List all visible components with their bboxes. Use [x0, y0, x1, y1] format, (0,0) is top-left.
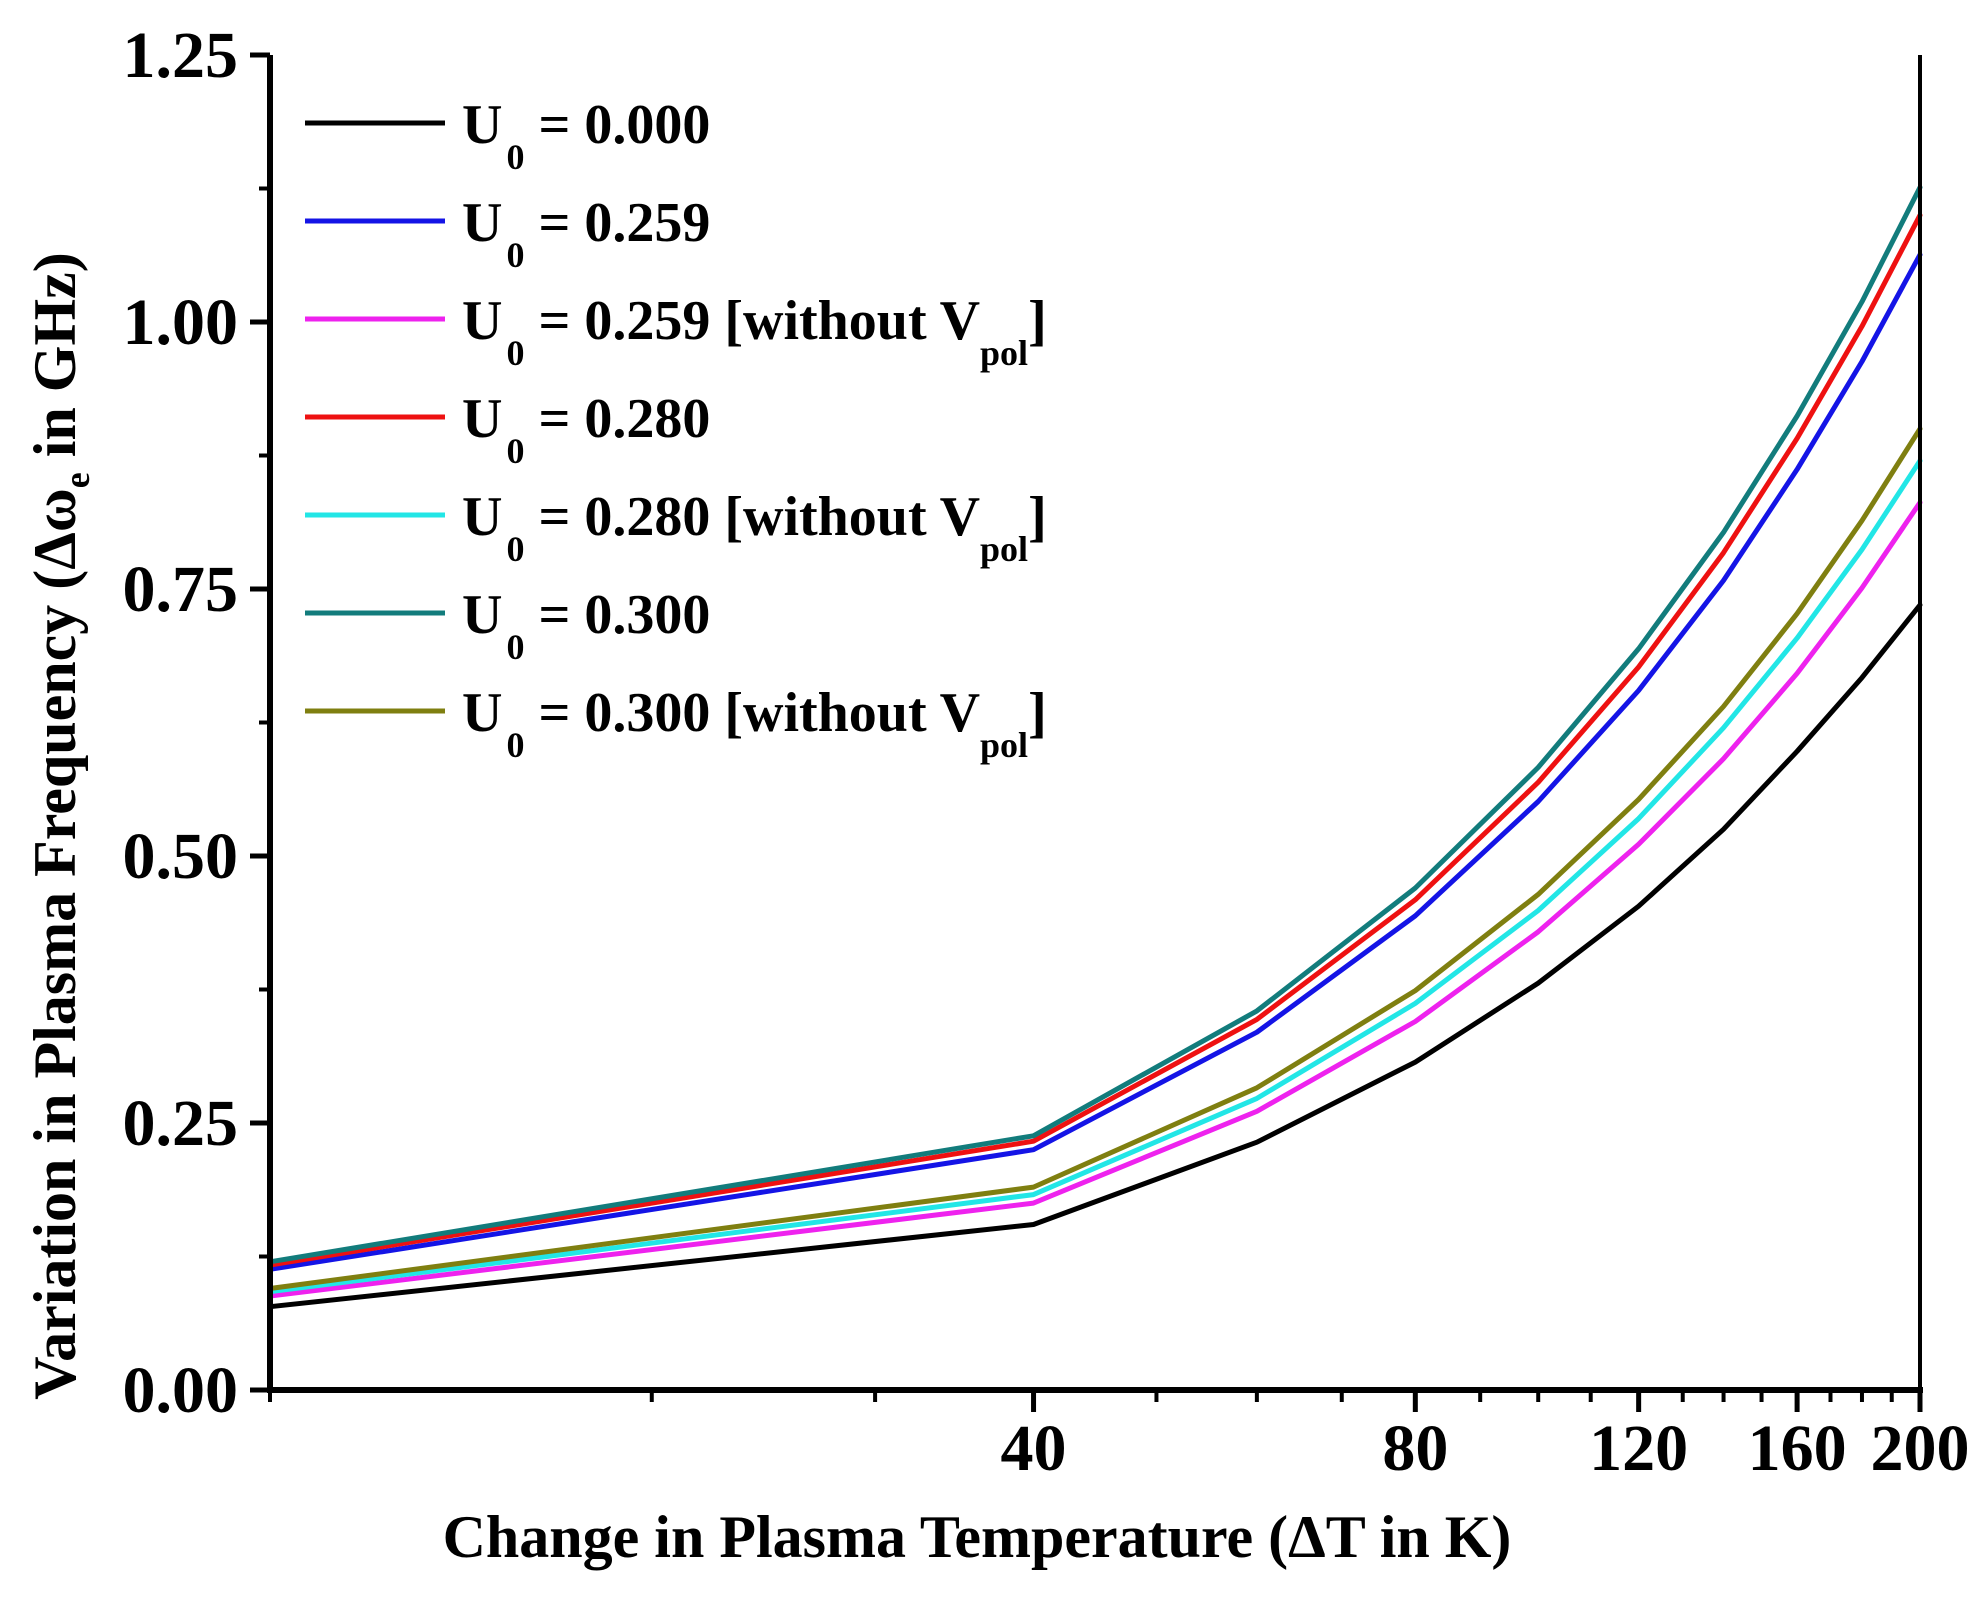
- x-axis-title: Change in Plasma Temperature (ΔT in K): [443, 1504, 1512, 1570]
- series-line-5: [267, 184, 1923, 1265]
- legend-label-2: U0 = 0.259 [without Vpol]: [462, 290, 1047, 373]
- series-line-4: [267, 458, 1923, 1295]
- x-tick-label: 40: [1001, 1412, 1067, 1485]
- y-tick-label: 1.00: [123, 286, 239, 359]
- x-tick-label: 120: [1589, 1412, 1688, 1485]
- legend-label-1: U0 = 0.259: [462, 192, 710, 275]
- legend-label-5: U0 = 0.300: [462, 584, 710, 667]
- y-axis-title: Variation in Plasma Frequency (Δωe in GH…: [22, 252, 97, 1399]
- legend-label-6: U0 = 0.300 [without Vpol]: [462, 682, 1047, 765]
- legend: U0 = 0.000 U0 = 0.259 U0 = 0.259 [without …: [305, 94, 1047, 765]
- series-line-6: [267, 426, 1923, 1291]
- x-tick-label: 200: [1871, 1412, 1970, 1485]
- ticks-layer: 0.00 0.25 0.50 0.75 1.00 1.25 40 80 120 160 200: [123, 19, 1970, 1485]
- legend-label-0: U0 = 0.000: [462, 94, 710, 177]
- y-tick-label: 1.25: [123, 19, 239, 92]
- x-tick-label: 160: [1748, 1412, 1847, 1485]
- series-line-2: [267, 500, 1923, 1299]
- y-axis-title-main: Variation in Plasma Frequency (Δω: [22, 488, 88, 1399]
- y-tick-label: 0.00: [123, 1354, 239, 1427]
- series-line-1: [267, 252, 1923, 1272]
- y-tick-label: 0.75: [123, 553, 239, 626]
- y-tick-label: 0.50: [123, 820, 239, 893]
- x-tick-label: 80: [1382, 1412, 1448, 1485]
- y-axis-title-subscript: e: [57, 472, 97, 488]
- series-layer: [267, 184, 1923, 1310]
- y-tick-label: 0.25: [123, 1087, 239, 1160]
- legend-label-4: U0 = 0.280 [without Vpol]: [462, 486, 1047, 569]
- series-line-0: [267, 602, 1923, 1310]
- y-axis-title-tail: in GHz): [22, 252, 88, 472]
- series-line-3: [267, 212, 1923, 1268]
- legend-label-3: U0 = 0.280: [462, 388, 710, 471]
